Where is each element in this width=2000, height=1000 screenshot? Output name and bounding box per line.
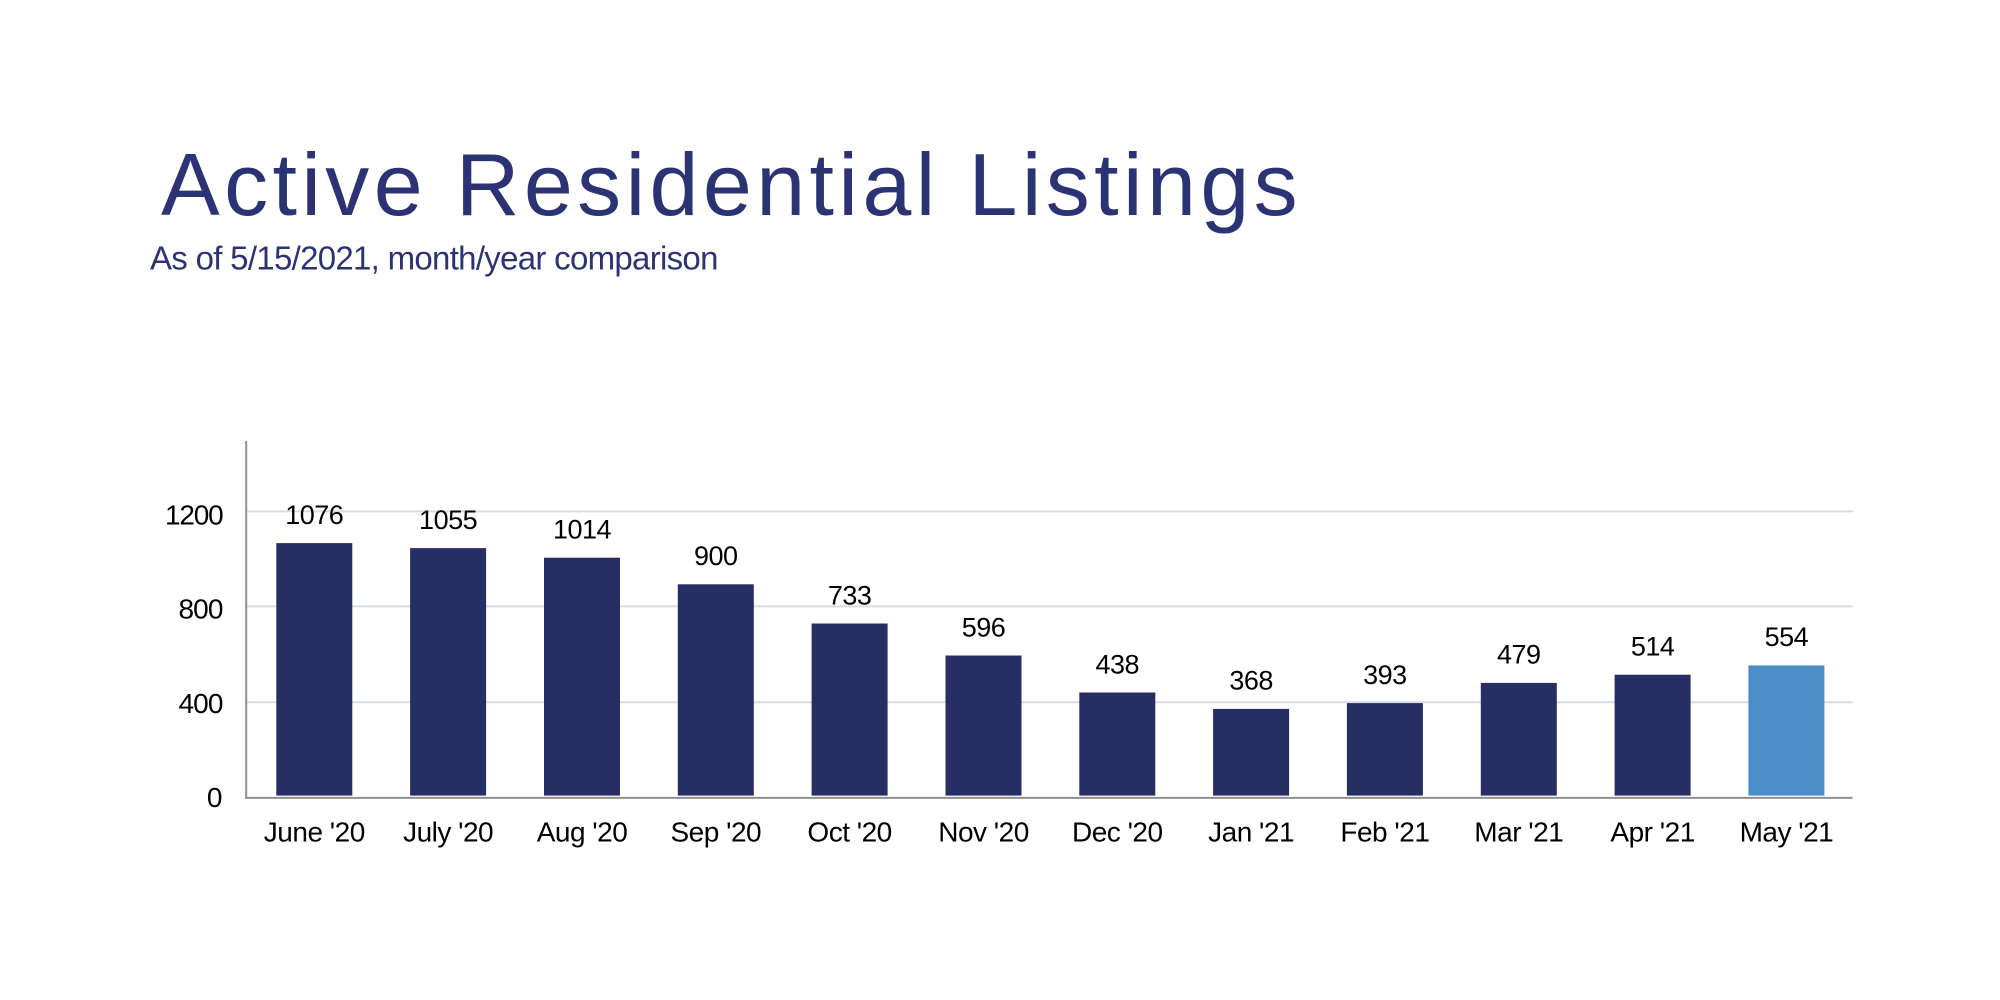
svg-text:1200: 1200 [165, 500, 223, 531]
svg-text:438: 438 [1096, 649, 1140, 679]
svg-text:Aug '20: Aug '20 [537, 816, 628, 847]
svg-text:As of 5/15/2021, month/year co: As of 5/15/2021, month/year comparison [150, 240, 718, 277]
svg-text:June '20: June '20 [264, 816, 365, 847]
svg-text:479: 479 [1497, 640, 1541, 670]
svg-text:Dec '20: Dec '20 [1072, 816, 1163, 847]
svg-text:1076: 1076 [285, 500, 343, 530]
svg-text:1014: 1014 [553, 515, 612, 545]
svg-text:Oct '20: Oct '20 [807, 816, 891, 847]
svg-text:733: 733 [828, 580, 872, 610]
svg-text:Nov '20: Nov '20 [938, 816, 1029, 847]
svg-text:Apr '21: Apr '21 [1610, 816, 1694, 847]
svg-text:Active Residential Listings: Active Residential Listings [161, 135, 1302, 234]
svg-text:900: 900 [694, 541, 738, 571]
svg-text:800: 800 [178, 594, 222, 625]
svg-text:May '21: May '21 [1740, 816, 1834, 847]
svg-text:Sep '20: Sep '20 [671, 816, 762, 847]
svg-text:Feb '21: Feb '21 [1340, 816, 1429, 847]
svg-text:596: 596 [962, 612, 1006, 642]
svg-text:400: 400 [178, 688, 222, 719]
svg-text:0: 0 [207, 782, 223, 813]
svg-text:1055: 1055 [419, 505, 477, 535]
svg-text:514: 514 [1631, 632, 1675, 662]
svg-text:554: 554 [1765, 622, 1809, 652]
svg-text:Mar '21: Mar '21 [1474, 816, 1563, 847]
svg-text:Jan '21: Jan '21 [1208, 816, 1294, 847]
svg-text:368: 368 [1229, 666, 1273, 696]
svg-text:393: 393 [1363, 660, 1407, 690]
svg-text:July '20: July '20 [403, 816, 493, 847]
